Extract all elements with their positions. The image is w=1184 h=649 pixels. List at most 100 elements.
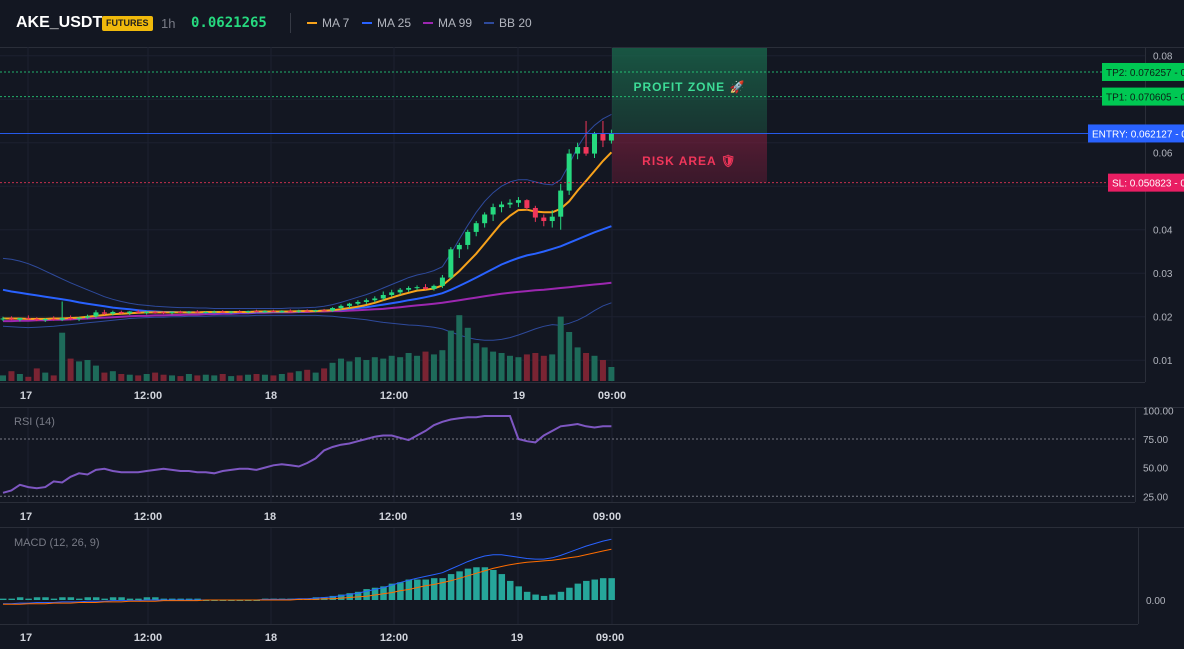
macd-histogram-bar bbox=[608, 578, 615, 600]
volume-bar bbox=[380, 358, 387, 381]
volume-bar bbox=[270, 375, 277, 381]
legend-ma7[interactable]: MA 7 bbox=[307, 16, 349, 30]
time-tick: 17 bbox=[20, 390, 32, 402]
candle-body bbox=[194, 311, 200, 313]
macd-histogram-bar bbox=[583, 580, 590, 600]
candle-body bbox=[355, 301, 361, 304]
volume-bar bbox=[219, 374, 226, 381]
macd-histogram-bar bbox=[490, 569, 497, 600]
volume-bar bbox=[278, 374, 285, 381]
candle-body bbox=[93, 312, 99, 317]
macd-histogram-bar bbox=[185, 598, 193, 600]
grid-lines bbox=[0, 47, 1145, 624]
candle-body bbox=[600, 134, 606, 141]
volume-bar bbox=[16, 374, 23, 381]
candle-body bbox=[296, 310, 302, 312]
candle-body bbox=[448, 249, 454, 278]
volume-bar bbox=[591, 355, 598, 381]
candle-body bbox=[101, 312, 107, 314]
candle-body bbox=[507, 202, 513, 205]
macd-histogram-bar bbox=[507, 580, 514, 600]
volume-bar bbox=[515, 357, 522, 381]
macd-histogram-bar bbox=[549, 594, 556, 600]
legend-bb20[interactable]: BB 20 bbox=[484, 16, 532, 30]
rsi-pane[interactable]: 100.00 75.00 50.00 25.00 17 12:00 18 12:00 19 09:… bbox=[0, 406, 1174, 523]
risk-zone-label: RISK AREA 🛡 bbox=[642, 154, 737, 168]
candle-body bbox=[423, 287, 428, 289]
volume-bar bbox=[211, 375, 218, 381]
rsi-time-tick: 17 bbox=[20, 511, 32, 523]
volume-bar bbox=[177, 376, 184, 381]
ma7-swatch-icon bbox=[307, 22, 317, 24]
volume-bar bbox=[354, 357, 361, 381]
volume-bar bbox=[329, 362, 336, 381]
candle-body bbox=[17, 318, 23, 320]
macd-histogram-bar bbox=[456, 571, 463, 600]
macd-time-tick: 19 bbox=[511, 632, 523, 644]
candle-body bbox=[363, 300, 369, 302]
legend-ma99-label: MA 99 bbox=[438, 16, 473, 30]
macd-tick: 0.00 bbox=[1146, 596, 1166, 607]
candle-body bbox=[558, 190, 564, 217]
candle-body bbox=[380, 294, 386, 299]
level-tag-bg bbox=[1088, 124, 1184, 143]
volume-bar bbox=[185, 374, 192, 381]
macd-time-tick: 09:00 bbox=[596, 632, 624, 644]
macd-histogram-bar bbox=[169, 598, 176, 600]
macd-histogram-bar bbox=[177, 598, 184, 600]
legend-ma99[interactable]: MA 99 bbox=[423, 16, 472, 30]
volume-bar bbox=[304, 369, 311, 381]
macd-pane[interactable]: 0.00 17 12:00 18 12:00 19 09:00 bbox=[0, 538, 1166, 644]
volume-bar bbox=[540, 355, 547, 381]
volume-bar bbox=[557, 316, 564, 381]
bb20-swatch-icon bbox=[484, 22, 494, 24]
candle-body bbox=[228, 311, 234, 313]
ma99-swatch-icon bbox=[423, 22, 433, 24]
candle-body bbox=[524, 200, 530, 208]
time-tick: 09:00 bbox=[598, 390, 626, 402]
signal-line bbox=[3, 548, 612, 605]
timeframe-label[interactable]: 1h bbox=[161, 16, 176, 31]
volume-bar bbox=[371, 357, 378, 381]
macd-histogram-bar bbox=[557, 591, 565, 600]
candle-body bbox=[465, 231, 471, 245]
candle-body bbox=[532, 207, 538, 218]
volume-bar bbox=[101, 372, 108, 381]
volume-bar bbox=[25, 376, 32, 381]
volume-bar bbox=[143, 374, 150, 381]
volume-bar bbox=[447, 330, 454, 381]
level-tag-text: TP2: 0.076257 - 0.08 bbox=[1106, 68, 1184, 79]
risk-zone bbox=[612, 133, 767, 183]
axis-labels: 0.08 0.04 0.03 0.02 0.01 0.06 17 12:00 18 12:00 19… bbox=[20, 52, 1173, 402]
candle-body bbox=[68, 318, 74, 320]
volume-bar bbox=[0, 375, 6, 381]
legend-ma25[interactable]: MA 25 bbox=[362, 16, 411, 30]
candle-body bbox=[245, 311, 251, 313]
candle-body bbox=[490, 207, 496, 215]
candle-body bbox=[549, 216, 555, 222]
macd-histogram-bar bbox=[388, 583, 396, 600]
volume-bar bbox=[169, 375, 175, 381]
volume-bar bbox=[549, 354, 556, 381]
candle-body bbox=[262, 311, 268, 313]
volume-bar bbox=[473, 343, 480, 381]
volume-bar bbox=[84, 360, 91, 381]
candlesticks[interactable] bbox=[0, 120, 614, 322]
candle-body bbox=[42, 318, 48, 321]
candle-body bbox=[389, 292, 395, 295]
candle-body bbox=[592, 134, 597, 154]
candle-body bbox=[34, 318, 40, 321]
candle-body bbox=[575, 147, 581, 154]
macd-histogram-bar bbox=[523, 591, 531, 600]
macd-histogram-bar bbox=[532, 594, 539, 600]
candle-body bbox=[177, 311, 183, 313]
volume-bar bbox=[59, 332, 66, 381]
symbol-label[interactable]: AKE_USDT bbox=[16, 14, 103, 31]
candle-body bbox=[110, 311, 116, 314]
macd-histogram-bar bbox=[126, 598, 134, 600]
volume-bar bbox=[312, 372, 319, 381]
profit-zone-label: PROFIT ZONE 🚀 bbox=[634, 80, 746, 94]
volume-bar bbox=[456, 315, 463, 381]
volume-bar bbox=[346, 361, 353, 381]
